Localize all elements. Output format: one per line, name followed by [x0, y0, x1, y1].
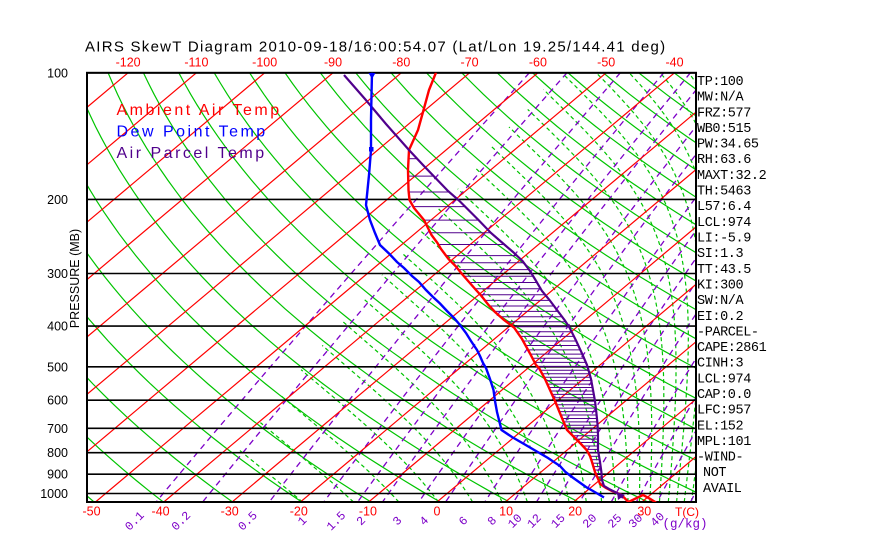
svg-text:RH:63.6: RH:63.6 [697, 153, 751, 168]
svg-text:800: 800 [47, 446, 68, 460]
svg-text:-100: -100 [252, 56, 277, 70]
svg-text:900: 900 [47, 468, 68, 482]
svg-text:TT:43.5: TT:43.5 [697, 263, 751, 278]
svg-text:10: 10 [499, 505, 513, 519]
svg-text:MPL:101: MPL:101 [697, 435, 751, 450]
svg-text:AVAIL: AVAIL [703, 482, 742, 497]
svg-text:-WIND-: -WIND- [697, 451, 743, 466]
svg-text:200: 200 [47, 193, 68, 207]
svg-text:500: 500 [47, 360, 68, 374]
svg-text:LCL:974: LCL:974 [697, 372, 751, 387]
svg-text:30: 30 [637, 505, 651, 519]
svg-text:-70: -70 [461, 56, 479, 70]
svg-text:-60: -60 [529, 56, 547, 70]
svg-text:1000: 1000 [40, 487, 68, 501]
svg-text:0: 0 [434, 505, 441, 519]
svg-text:-10: -10 [359, 505, 377, 519]
svg-text:700: 700 [47, 422, 68, 436]
svg-text:SI:1.3: SI:1.3 [697, 247, 744, 262]
svg-text:-PARCEL-: -PARCEL- [697, 325, 759, 340]
svg-text:Air Parcel Temp: Air Parcel Temp [117, 145, 267, 162]
svg-text:CINH:3: CINH:3 [697, 357, 744, 372]
svg-text:Dew Point Temp: Dew Point Temp [117, 124, 268, 141]
svg-text:-30: -30 [221, 505, 239, 519]
svg-text:NOT: NOT [703, 466, 726, 481]
svg-text:(g/kg): (g/kg) [662, 518, 707, 532]
svg-text:SW:N/A: SW:N/A [697, 294, 745, 309]
svg-text:Ambient Air Temp: Ambient Air Temp [117, 102, 282, 119]
svg-text:-110: -110 [184, 56, 208, 70]
svg-text:L57:6.4: L57:6.4 [697, 200, 751, 215]
svg-text:300: 300 [47, 267, 68, 281]
svg-text:EI:0.2: EI:0.2 [697, 310, 744, 325]
svg-text:LCL:974: LCL:974 [697, 216, 751, 231]
svg-text:-20: -20 [290, 505, 308, 519]
svg-text:400: 400 [47, 320, 68, 334]
svg-text:CAPE:2861: CAPE:2861 [697, 341, 767, 356]
svg-text:-90: -90 [324, 56, 342, 70]
svg-text:KI:300: KI:300 [697, 279, 744, 294]
svg-text:-40: -40 [665, 56, 683, 70]
svg-text:100: 100 [47, 66, 68, 80]
svg-text:EL:152: EL:152 [697, 419, 744, 434]
svg-text:MAXT:32.2: MAXT:32.2 [697, 169, 767, 184]
svg-text:-50: -50 [82, 505, 100, 519]
svg-text:PW:34.65: PW:34.65 [697, 138, 759, 153]
svg-text:FRZ:577: FRZ:577 [697, 106, 751, 121]
svg-text:T(C): T(C) [675, 505, 699, 519]
svg-text:-80: -80 [392, 56, 410, 70]
svg-text:600: 600 [47, 394, 68, 408]
svg-text:-40: -40 [152, 505, 170, 519]
svg-text:20: 20 [568, 505, 582, 519]
svg-text:AIRS SkewT Diagram 2010-09-18/: AIRS SkewT Diagram 2010-09-18/16:00:54.0… [85, 39, 666, 56]
svg-text:PRESSURE (MB): PRESSURE (MB) [68, 229, 82, 328]
svg-text:CAP:0.0: CAP:0.0 [697, 388, 751, 403]
svg-text:-120: -120 [116, 56, 141, 70]
svg-text:TH:5463: TH:5463 [697, 185, 751, 200]
svg-text:LI:-5.9: LI:-5.9 [697, 232, 751, 247]
svg-text:-50: -50 [597, 56, 615, 70]
svg-text:LFC:957: LFC:957 [697, 404, 751, 419]
svg-text:MW:N/A: MW:N/A [697, 91, 745, 106]
svg-text:TP:100: TP:100 [697, 75, 744, 90]
svg-text:WB0:515: WB0:515 [697, 122, 751, 137]
